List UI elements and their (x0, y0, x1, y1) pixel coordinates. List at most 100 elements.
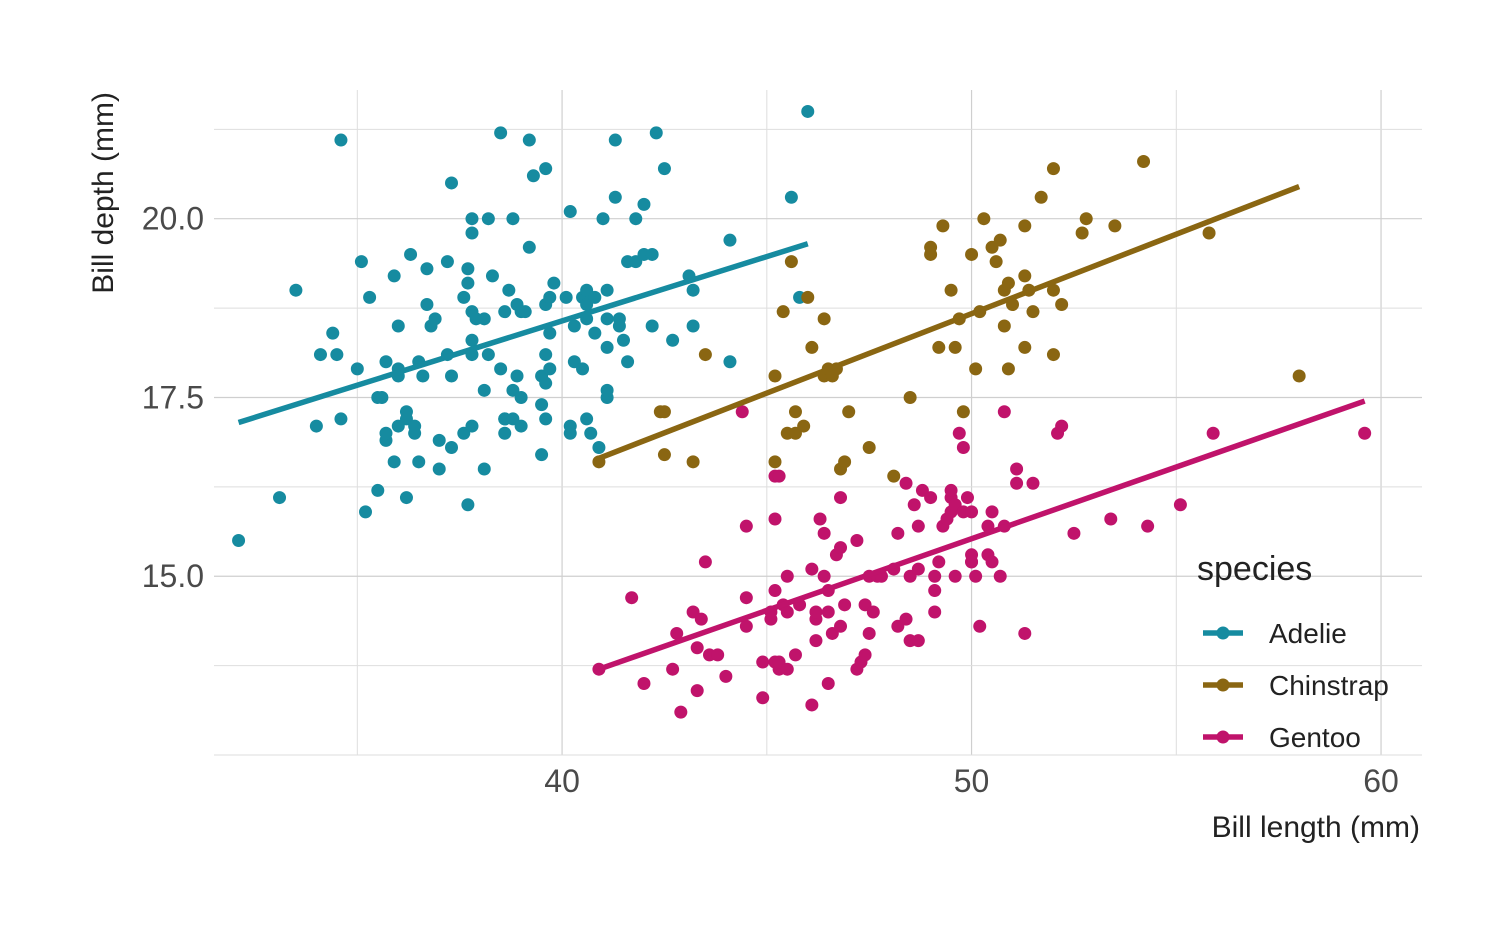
data-point (989, 255, 1003, 269)
data-point (805, 698, 819, 712)
data-point (788, 648, 802, 662)
data-point (387, 455, 401, 469)
data-point (993, 569, 1007, 583)
data-points (232, 104, 1372, 719)
data-point (1026, 305, 1040, 319)
data-point (498, 426, 512, 440)
data-point (780, 605, 794, 619)
data-point (350, 362, 364, 376)
data-point (567, 319, 581, 333)
data-point (817, 569, 831, 583)
data-point (539, 376, 553, 390)
data-point (891, 526, 905, 540)
data-point (354, 255, 368, 269)
legend-label: Chinstrap (1269, 670, 1389, 701)
data-point (834, 541, 848, 555)
data-point (698, 555, 712, 569)
data-point (1202, 226, 1216, 240)
data-point (834, 619, 848, 633)
data-point (498, 305, 512, 319)
data-point (576, 362, 590, 376)
data-point (899, 476, 913, 490)
data-point (465, 333, 479, 347)
data-point (543, 326, 557, 340)
data-point (461, 262, 475, 276)
data-point (657, 162, 671, 176)
data-point (1026, 476, 1040, 490)
data-point (391, 319, 405, 333)
data-point (1079, 212, 1093, 226)
legend-key-point (1216, 626, 1230, 640)
data-point (666, 333, 680, 347)
data-point (334, 133, 348, 147)
data-point (1055, 419, 1069, 433)
data-point (977, 212, 991, 226)
data-point (494, 362, 508, 376)
data-point (842, 405, 856, 419)
data-point (862, 626, 876, 640)
data-point (363, 290, 377, 304)
legend-key-point (1216, 730, 1230, 744)
data-point (686, 283, 700, 297)
data-point (969, 362, 983, 376)
data-point (805, 340, 819, 354)
data-point (608, 190, 622, 204)
data-point (510, 369, 524, 383)
data-point (690, 684, 704, 698)
data-point (723, 233, 737, 247)
legend-label: Gentoo (1269, 722, 1361, 753)
data-point (465, 226, 479, 240)
data-point (969, 569, 983, 583)
y-tick-label: 20.0 (142, 201, 204, 237)
trend-lines (237, 183, 1366, 672)
data-point (965, 247, 979, 261)
data-point (387, 269, 401, 283)
data-point (375, 390, 389, 404)
data-point (936, 219, 950, 233)
data-point (944, 483, 958, 497)
data-point (232, 533, 246, 547)
data-point (461, 498, 475, 512)
data-point (326, 326, 340, 340)
data-point (960, 491, 974, 505)
data-point (420, 298, 434, 312)
data-point (756, 691, 770, 705)
data-point (776, 305, 790, 319)
data-point (887, 469, 901, 483)
data-point (445, 441, 459, 455)
x-axis-title: Bill length (mm) (1212, 811, 1420, 844)
data-point (985, 505, 999, 519)
data-point (485, 269, 499, 283)
data-point (1046, 348, 1060, 362)
data-point (399, 491, 413, 505)
data-point (739, 591, 753, 605)
data-point (481, 348, 495, 362)
data-point (821, 676, 835, 690)
data-point (416, 369, 430, 383)
data-point (657, 448, 671, 462)
data-point (801, 290, 815, 304)
data-point (539, 412, 553, 426)
data-point (1055, 298, 1069, 312)
data-point (1001, 276, 1015, 290)
data-point (1001, 362, 1015, 376)
trend-line-gentoo (598, 398, 1366, 672)
data-point (539, 348, 553, 362)
data-point (547, 276, 561, 290)
data-point (399, 405, 413, 419)
data-point (813, 512, 827, 526)
data-point (1075, 226, 1089, 240)
data-point (359, 505, 373, 519)
data-point (637, 676, 651, 690)
data-point (1046, 162, 1060, 176)
data-point (817, 526, 831, 540)
y-tick-label: 15.0 (142, 558, 204, 594)
data-point (1358, 426, 1372, 440)
data-point (518, 305, 532, 319)
data-point (809, 605, 823, 619)
data-point (612, 319, 626, 333)
legend-key-point (1216, 678, 1230, 692)
data-point (956, 405, 970, 419)
data-point (1046, 283, 1060, 297)
data-point (477, 312, 491, 326)
